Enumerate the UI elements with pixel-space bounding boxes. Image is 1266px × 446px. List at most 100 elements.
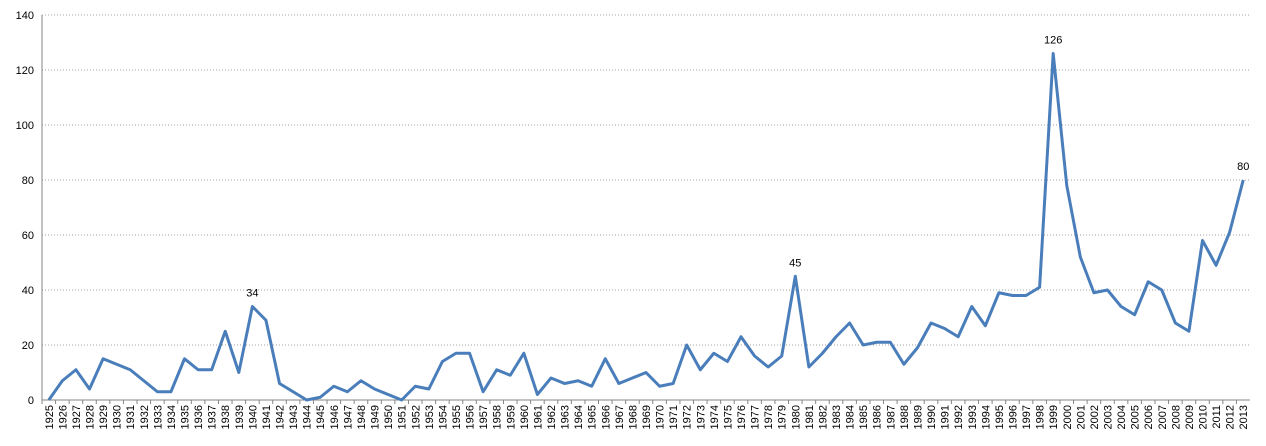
x-tick-label: 1993 (967, 405, 979, 429)
x-tick-label: 1955 (451, 405, 463, 429)
x-tick-label: 1991 (940, 405, 952, 429)
x-tick-label: 1977 (750, 405, 762, 429)
x-tick-label: 1928 (85, 405, 97, 429)
x-tick-label: 1932 (139, 405, 151, 429)
x-tick-label: 2003 (1102, 405, 1114, 429)
x-tick-label: 1984 (845, 405, 857, 429)
x-tick-label: 1952 (410, 405, 422, 429)
x-tick-label: 1958 (492, 405, 504, 429)
x-tick-label: 1962 (546, 405, 558, 429)
x-tick-label: 2002 (1089, 405, 1101, 429)
x-tick-label: 1973 (695, 405, 707, 429)
x-tick-label: 2011 (1211, 405, 1223, 429)
x-tick-label: 1934 (166, 405, 178, 429)
x-tick-label: 1965 (587, 405, 599, 429)
x-tick-label: 1989 (912, 405, 924, 429)
x-tick-label: 1963 (560, 405, 572, 429)
y-tick-label: 120 (16, 65, 34, 77)
x-tick-label: 1947 (342, 405, 354, 429)
x-tick-label: 1997 (1021, 405, 1033, 429)
x-tick-label: 1933 (152, 405, 164, 429)
x-tick-label: 1937 (207, 405, 219, 429)
x-tick-label: 1982 (817, 405, 829, 429)
x-tick-label: 2006 (1143, 405, 1155, 429)
x-tick-label: 1972 (682, 405, 694, 429)
x-tick-label: 1940 (247, 405, 259, 429)
x-tick-label: 1988 (899, 405, 911, 429)
x-tick-label: 1945 (315, 405, 327, 429)
x-tick-label: 1983 (831, 405, 843, 429)
y-tick-label: 80 (22, 175, 34, 187)
x-tick-label: 1995 (994, 405, 1006, 429)
x-tick-label: 1971 (668, 405, 680, 429)
x-tick-label: 1946 (329, 405, 341, 429)
x-tick-label: 1978 (763, 405, 775, 429)
y-tick-label: 0 (28, 395, 34, 407)
x-tick-label: 1957 (478, 405, 490, 429)
x-tick-label: 1979 (777, 405, 789, 429)
x-tick-label: 1941 (261, 405, 273, 429)
x-tick-label: 2001 (1075, 405, 1087, 429)
x-tick-label: 2007 (1157, 405, 1169, 429)
y-tick-label: 60 (22, 230, 34, 242)
x-tick-label: 1970 (655, 405, 667, 429)
x-tick-label: 2004 (1116, 405, 1128, 429)
x-tick-label: 1925 (44, 405, 56, 429)
x-tick-label: 1999 (1048, 405, 1060, 429)
x-tick-label: 1935 (180, 405, 192, 429)
x-tick-label: 1996 (1007, 405, 1019, 429)
x-tick-label: 1998 (1035, 405, 1047, 429)
data-label: 45 (789, 257, 801, 269)
x-tick-label: 1966 (600, 405, 612, 429)
y-tick-label: 20 (22, 340, 34, 352)
data-label: 80 (1237, 161, 1249, 173)
x-tick-label: 1987 (885, 405, 897, 429)
x-tick-label: 1975 (722, 405, 734, 429)
x-tick-label: 2009 (1184, 405, 1196, 429)
x-tick-label: 1936 (193, 405, 205, 429)
x-tick-label: 1980 (790, 405, 802, 429)
x-tick-label: 1961 (532, 405, 544, 429)
x-tick-label: 1939 (234, 405, 246, 429)
x-tick-label: 1985 (858, 405, 870, 429)
x-tick-label: 1964 (573, 405, 585, 429)
x-tick-label: 1930 (112, 405, 124, 429)
x-tick-label: 2000 (1062, 405, 1074, 429)
x-tick-label: 1976 (736, 405, 748, 429)
x-tick-label: 1929 (98, 405, 110, 429)
x-tick-label: 1990 (926, 405, 938, 429)
x-tick-label: 2013 (1238, 405, 1250, 429)
x-tick-label: 1942 (275, 405, 287, 429)
x-tick-label: 1938 (220, 405, 232, 429)
x-tick-label: 1944 (302, 405, 314, 429)
x-tick-label: 2008 (1170, 405, 1182, 429)
x-tick-label: 1959 (505, 405, 517, 429)
x-tick-label: 1968 (627, 405, 639, 429)
x-tick-label: 1943 (288, 405, 300, 429)
x-tick-label: 1954 (437, 405, 449, 429)
y-tick-label: 140 (16, 10, 34, 22)
x-tick-label: 1981 (804, 405, 816, 429)
x-tick-label: 1931 (125, 405, 137, 429)
x-tick-label: 1950 (383, 405, 395, 429)
line-series (47, 52, 1245, 402)
x-tick-label: 1974 (709, 405, 721, 429)
x-tick-label: 1967 (614, 405, 626, 429)
x-tick-label: 2010 (1197, 405, 1209, 429)
x-tick-label: 2012 (1225, 405, 1237, 429)
x-tick-label: 1992 (953, 405, 965, 429)
x-tick-label: 1953 (424, 405, 436, 429)
x-tick-label: 1948 (356, 405, 368, 429)
x-tick-label: 1960 (519, 405, 531, 429)
x-tick-label: 1951 (397, 405, 409, 429)
y-tick-label: 100 (16, 120, 34, 132)
x-tick-label: 2005 (1130, 405, 1142, 429)
data-label: 126 (1044, 35, 1062, 47)
x-tick-label: 1956 (465, 405, 477, 429)
x-tick-label: 1927 (71, 405, 83, 429)
x-tick-label: 1969 (641, 405, 653, 429)
y-tick-label: 40 (22, 285, 34, 297)
data-label: 34 (246, 288, 258, 300)
x-tick-label: 1949 (370, 405, 382, 429)
